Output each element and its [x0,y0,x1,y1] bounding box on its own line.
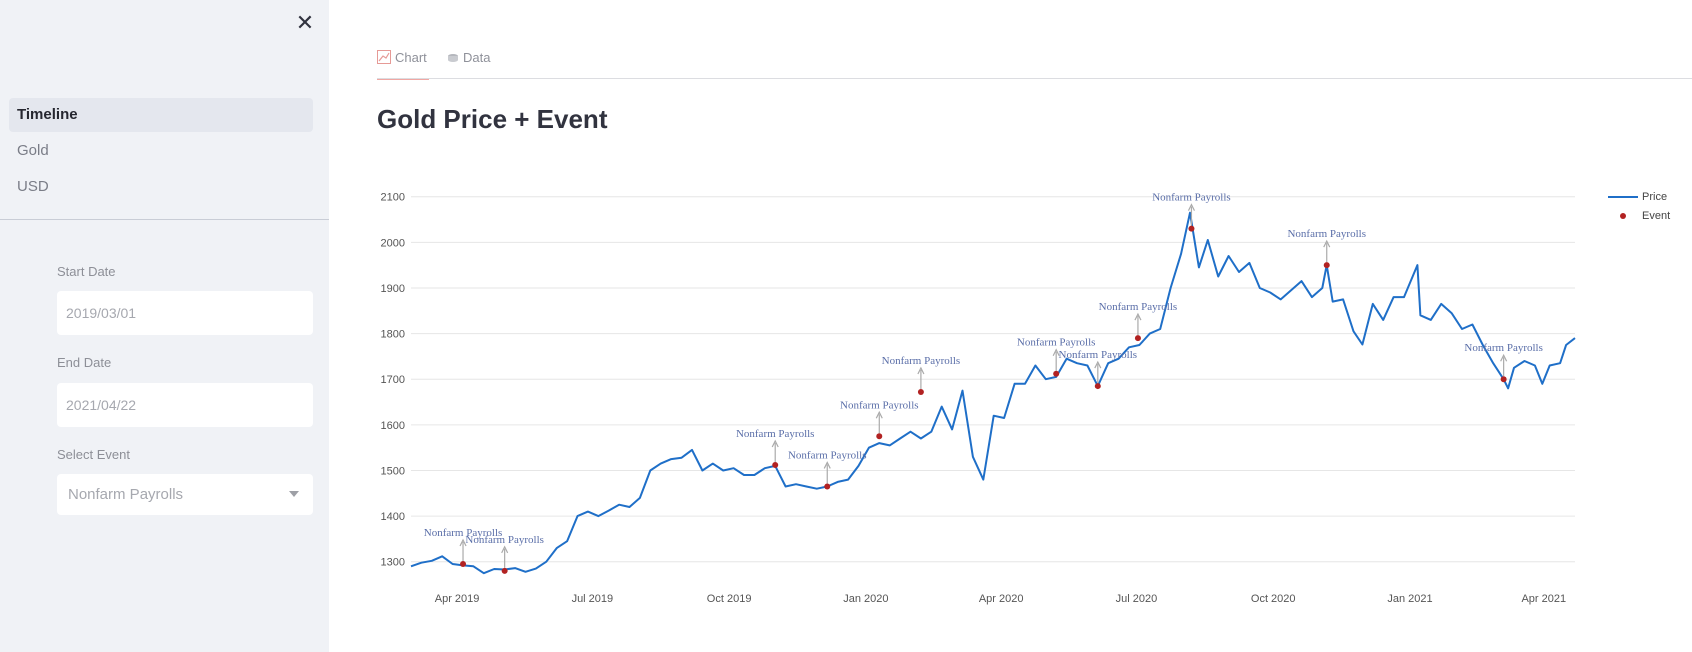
sidebar: ✕ Timeline Gold USD Start Date 2019/03/0… [0,0,329,652]
line-chart-icon [377,50,391,64]
annotation-arrowhead [875,410,883,419]
y-tick-label: 1500 [381,465,405,477]
annotation-arrowhead [823,461,831,469]
x-tick-label: Jan 2021 [1387,593,1432,605]
annotation-arrowhead [501,545,509,554]
legend-line-swatch [1608,196,1638,198]
page-title: Gold Price + Event [377,104,608,134]
chevron-down-icon [289,491,299,497]
legend-label-event: Event [1642,210,1671,222]
start-date-input[interactable]: 2019/03/01 [57,291,313,335]
tab-chart-label: Chart [395,50,427,65]
tab-data-label: Data [463,50,491,65]
annotation-arrowhead [1094,360,1102,369]
annotation-label: Nonfarm Payrolls [736,428,815,440]
annotation-label: Nonfarm Payrolls [1099,301,1178,313]
annotation-label: Nonfarm Payrolls [1017,337,1096,349]
y-tick-label: 2000 [381,237,405,249]
tab-chart[interactable]: Chart [377,42,429,80]
legend-dot-swatch [1620,213,1626,219]
annotation-label: Nonfarm Payrolls [1152,192,1231,204]
annotation-label: Nonfarm Payrolls [882,355,961,367]
annotation-arrowhead [1187,203,1195,211]
annotation-arrowhead [1323,239,1331,248]
x-tick-label: Apr 2019 [435,593,480,605]
legend-label-price: Price [1642,191,1668,203]
event-marker [1500,376,1507,383]
event-marker [501,567,508,574]
event-select-value: Nonfarm Payrolls [68,486,184,503]
annotation-arrowhead [1052,348,1060,357]
annotation-label: Nonfarm Payrolls [1464,342,1543,354]
sidebar-item-timeline[interactable]: Timeline [9,98,313,132]
sidebar-nav: Timeline Gold USD [9,98,313,206]
annotation-label: Nonfarm Payrolls [465,534,544,546]
event-marker [876,433,883,440]
y-tick-label: 1400 [381,511,405,523]
event-marker [1053,370,1060,377]
x-tick-label: Oct 2019 [707,593,752,605]
event-marker [1094,383,1101,390]
sidebar-item-usd[interactable]: USD [17,178,49,195]
x-tick-label: Jan 2020 [843,593,888,605]
x-tick-label: Jul 2019 [572,593,614,605]
legend-entry-event[interactable]: Event [1606,207,1670,226]
annotation-label: Nonfarm Payrolls [424,527,503,539]
annotation-arrowhead [1134,312,1142,321]
event-marker [824,483,831,490]
annotation-arrowhead [771,439,779,448]
annotation-label: Nonfarm Payrolls [1287,228,1366,240]
sidebar-item-gold[interactable]: Gold [17,142,49,159]
x-tick-label: Jul 2020 [1116,593,1158,605]
annotation-arrowhead [1500,353,1508,362]
annotation-label: Nonfarm Payrolls [788,449,867,461]
x-tick-label: Apr 2020 [979,593,1024,605]
annotation-label: Nonfarm Payrolls [1059,349,1138,361]
start-date-label: Start Date [57,264,116,279]
event-marker [772,462,779,469]
annotation-label: Nonfarm Payrolls [840,399,919,411]
chart-legend: Price Event [1606,188,1670,226]
annotation-arrowhead [917,366,925,375]
y-tick-label: 1700 [381,374,405,386]
event-marker [1134,335,1141,342]
y-tick-label: 2100 [381,192,405,204]
annotation-arrowhead [459,538,467,547]
event-marker [1323,262,1330,269]
gold-price-chart: 1300 1400 1500 1600 1700 1800 1900 2000 2100 Apr … [381,192,1576,605]
y-tick-label: 1600 [381,420,405,432]
x-tick-label: Oct 2020 [1251,593,1296,605]
tab-divider [377,78,1692,79]
end-date-input[interactable]: 2021/04/22 [57,383,313,427]
end-date-label: End Date [57,355,112,370]
event-select[interactable]: Nonfarm Payrolls [57,474,313,515]
tab-data[interactable]: Data [447,42,490,80]
select-event-label: Select Event [57,447,130,462]
price-series-line [410,211,1576,575]
database-icon [448,54,458,62]
y-tick-label: 1900 [381,283,405,295]
y-tick-label: 1800 [381,329,405,341]
event-marker [1188,225,1195,232]
x-tick-label: Apr 2021 [1521,593,1566,605]
sidebar-divider [0,219,329,220]
close-sidebar-icon[interactable]: ✕ [295,11,315,36]
y-tick-label: 1300 [381,557,405,569]
legend-entry-price[interactable]: Price [1606,188,1670,207]
event-marker [917,388,924,395]
event-marker [460,561,467,568]
